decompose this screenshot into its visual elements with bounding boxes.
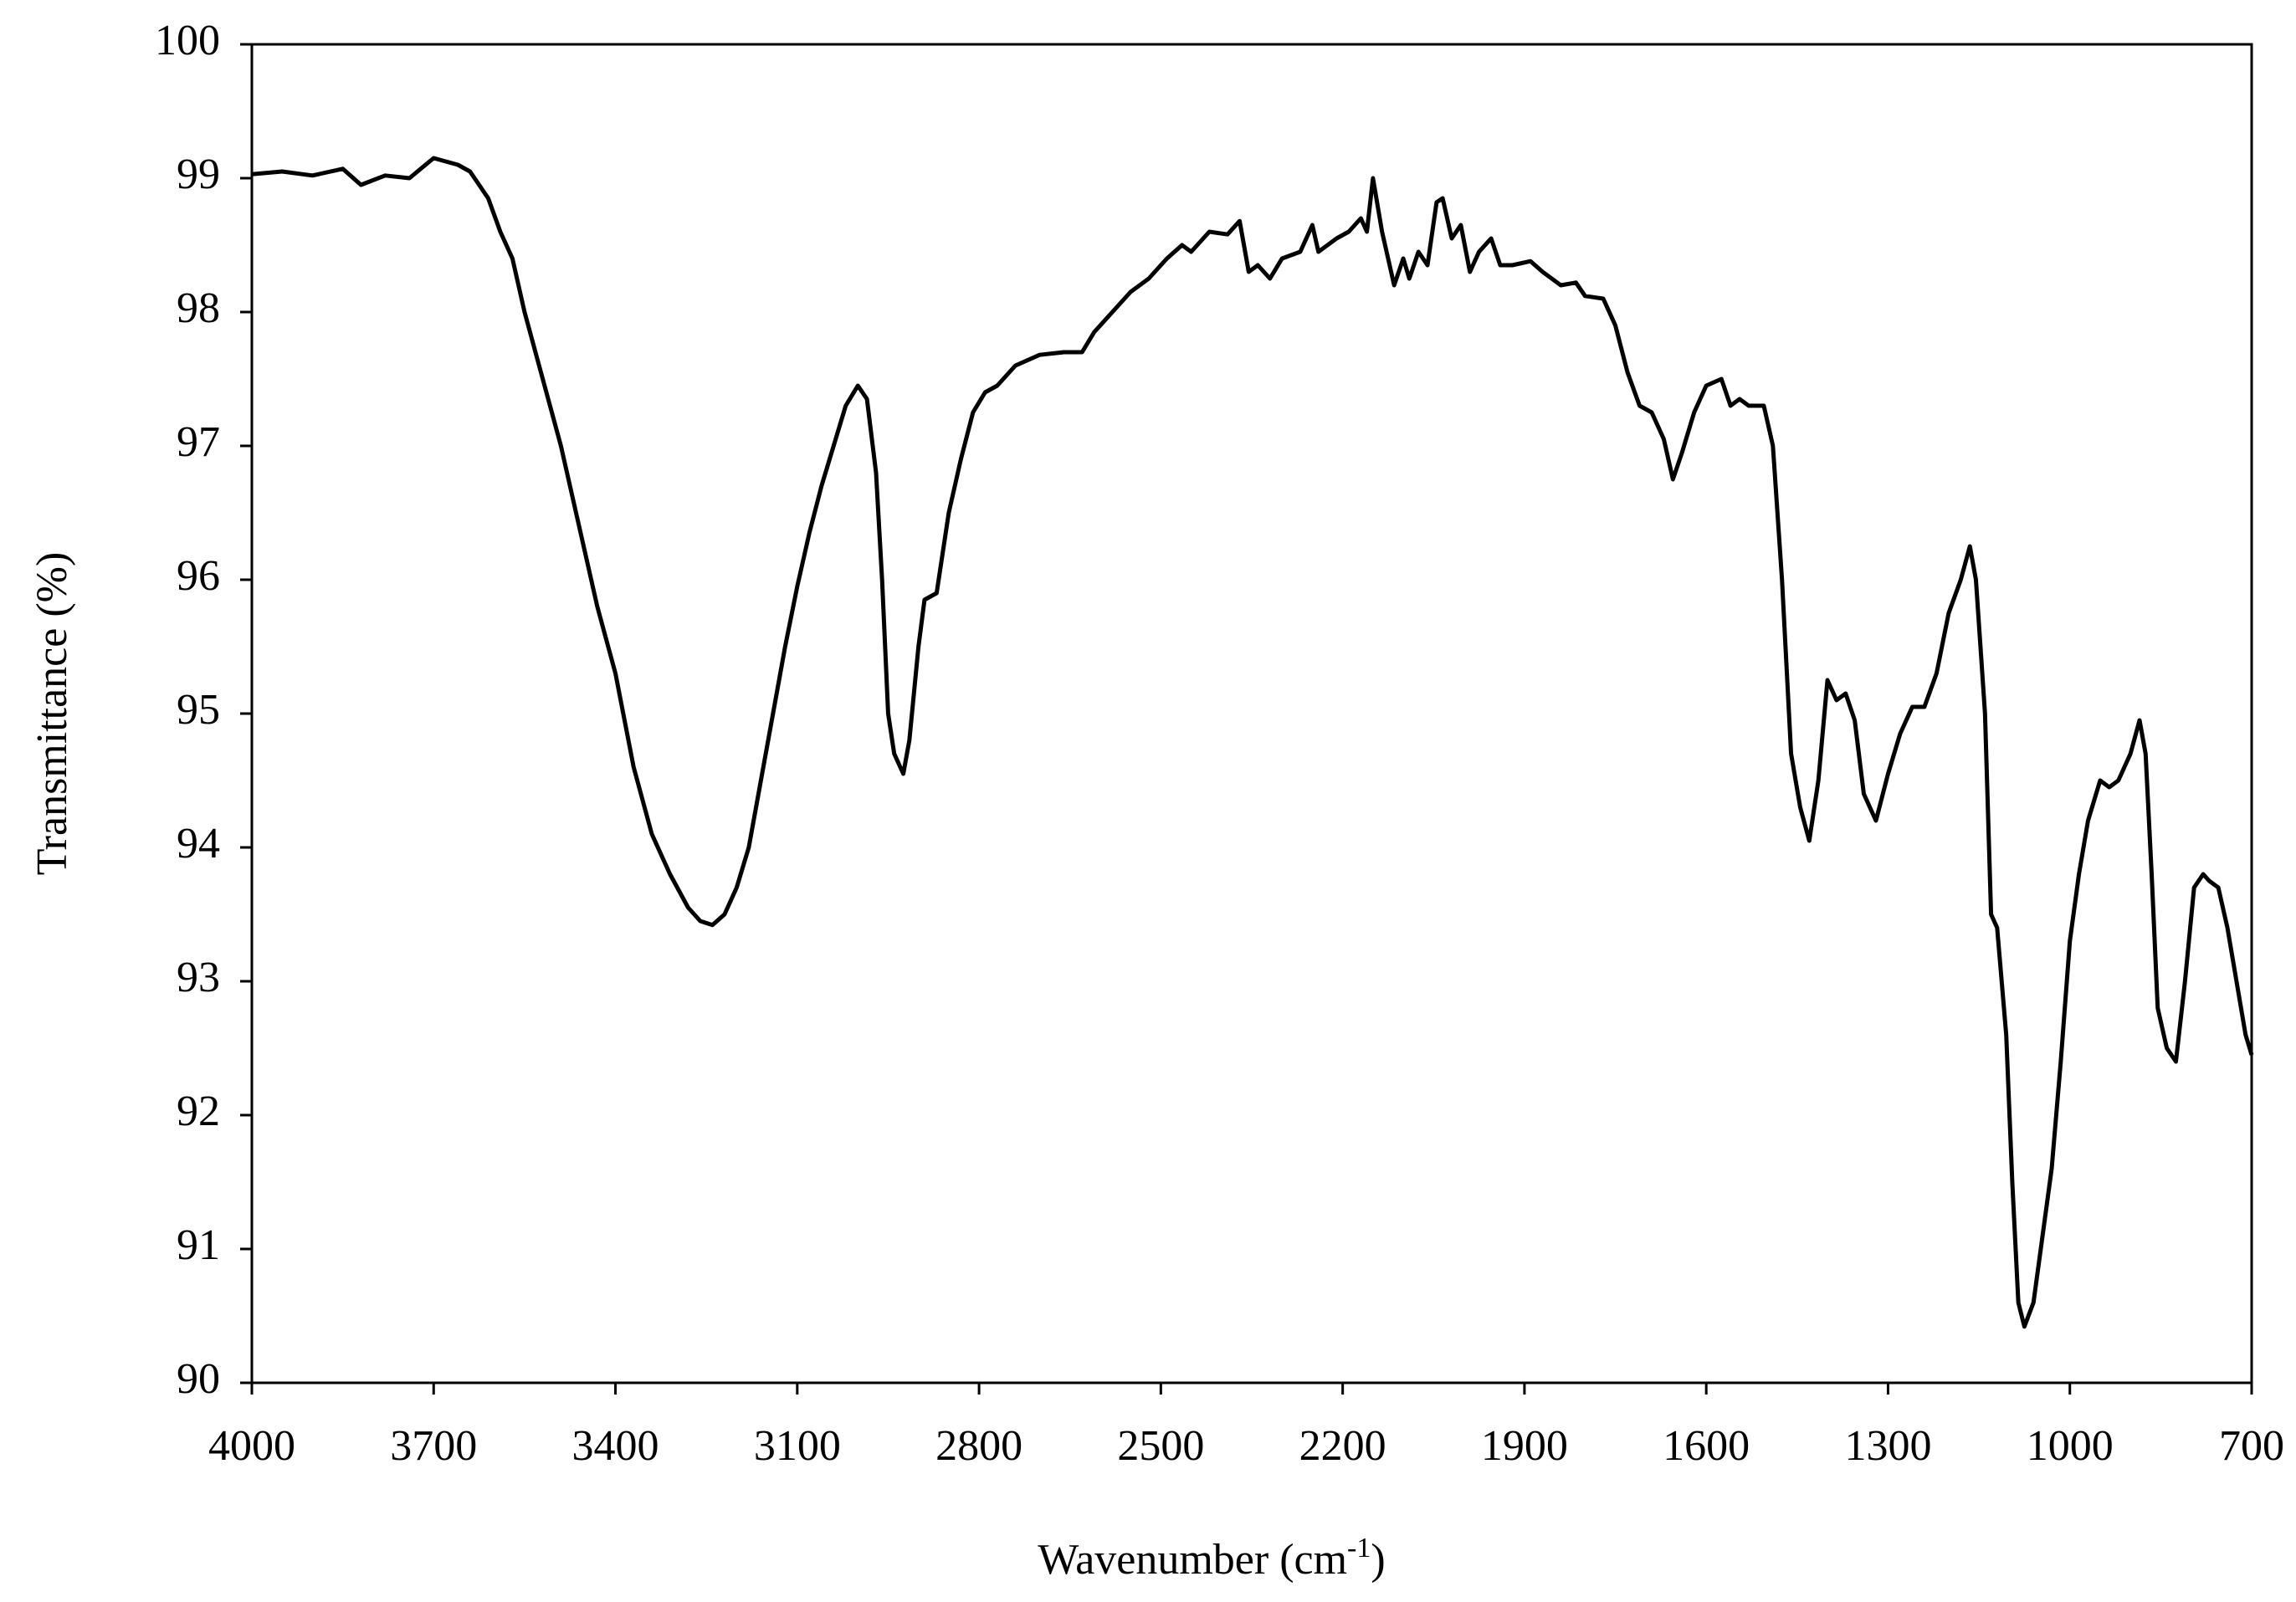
- x-tick-label: 3700: [390, 1422, 477, 1470]
- y-tick-label: 96: [177, 552, 220, 600]
- x-tick-label: 3400: [572, 1422, 659, 1470]
- y-tick-label: 91: [177, 1221, 220, 1269]
- x-tick-label: 2200: [1299, 1422, 1386, 1470]
- x-tick-label: 1900: [1481, 1422, 1568, 1470]
- y-axis-label: Transmittance (%): [28, 552, 76, 876]
- spectrum-line: [251, 156, 2254, 1329]
- x-tick-label: 1000: [2027, 1422, 2114, 1470]
- x-axis-label-main: Wavenumber (cm: [1038, 1536, 1347, 1584]
- x-tick-label: 3100: [754, 1422, 841, 1470]
- plot-frame: [250, 43, 2253, 1384]
- y-tick-label: 93: [177, 954, 220, 1001]
- x-tick-label: 2500: [1117, 1422, 1204, 1470]
- x-tick-label: 1300: [1844, 1422, 1931, 1470]
- y-tick-label: 97: [177, 418, 220, 466]
- x-tick-label: 2800: [935, 1422, 1022, 1470]
- y-tick-label: 92: [177, 1088, 220, 1135]
- x-axis-label: Wavenumber (cm-1): [1038, 1533, 1385, 1584]
- y-tick-label: 90: [177, 1355, 220, 1403]
- y-tick-label: 98: [177, 284, 220, 332]
- x-axis-label-end: ): [1371, 1536, 1385, 1584]
- x-tick-label: 1600: [1663, 1422, 1750, 1470]
- x-tick-label: 4000: [208, 1422, 295, 1470]
- y-tick-label: 99: [177, 151, 220, 198]
- y-tick-label: 100: [155, 17, 220, 64]
- x-tick-label: 700: [2219, 1422, 2284, 1470]
- x-axis-label-sup: -1: [1347, 1533, 1371, 1564]
- y-tick-label: 94: [177, 820, 220, 868]
- y-tick-label: 95: [177, 686, 220, 734]
